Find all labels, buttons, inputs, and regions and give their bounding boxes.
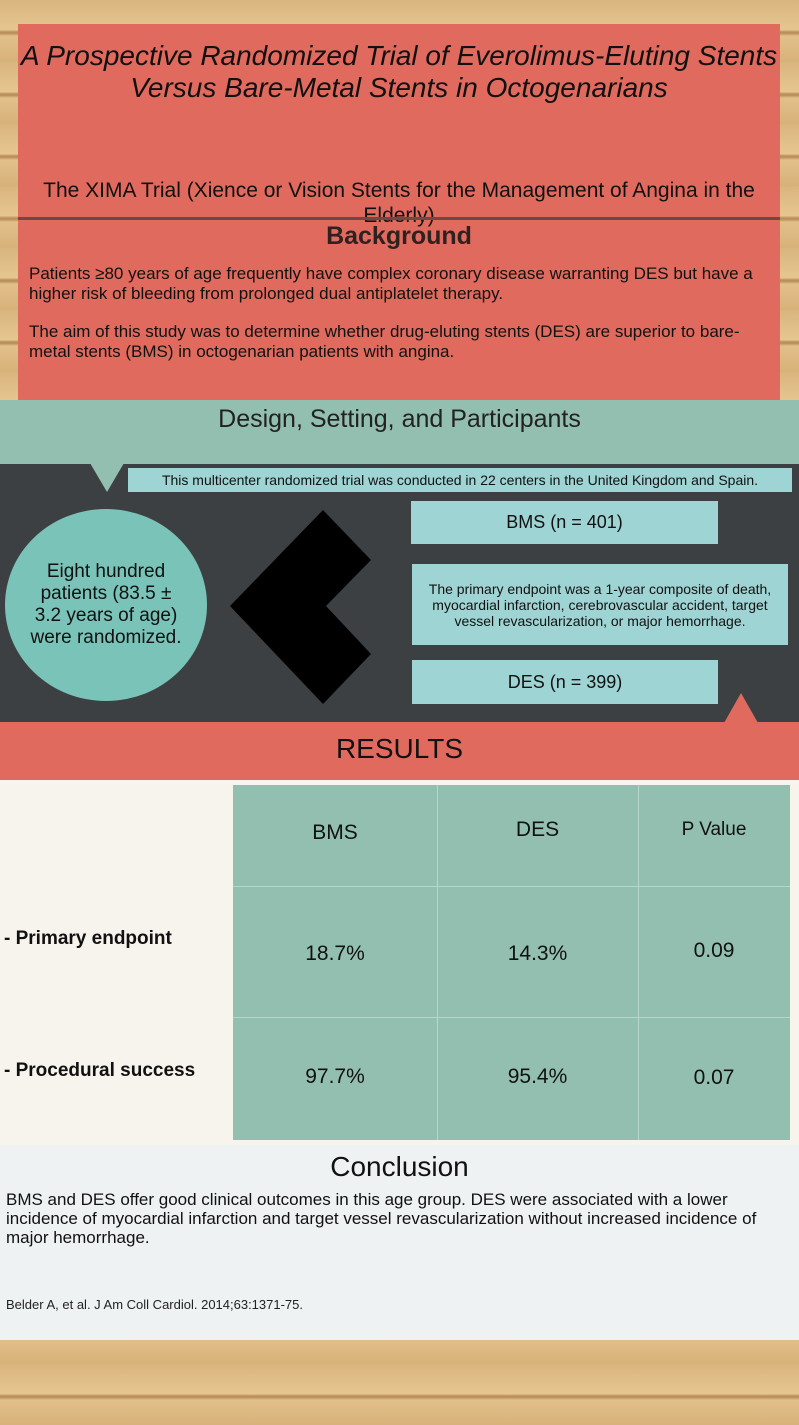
column-header-bms: BMS: [312, 821, 358, 844]
chevron-left-icon: [230, 510, 371, 704]
cell-primary-p: 0.09: [693, 939, 735, 962]
cell-procedural-p: 0.07: [693, 1066, 735, 1089]
cell-procedural-bms: 97.7%: [305, 1065, 365, 1088]
bms-group-box: BMS (n = 401): [411, 501, 718, 544]
patients-text: Eight hundred patients (83.5 ± 3.2 years…: [30, 561, 182, 648]
cell-primary-bms: 18.7%: [305, 942, 365, 965]
citation: Belder A, et al. J Am Coll Cardiol. 2014…: [6, 1297, 304, 1312]
results-heading: RESULTS: [335, 733, 464, 764]
design-band: [0, 400, 799, 464]
page-title: A Prospective Randomized Trial of Everol…: [20, 40, 778, 103]
aim-paragraph: The aim of this study was to determine w…: [29, 322, 740, 361]
design-heading: Design, Setting, and Participants: [218, 405, 581, 433]
centers-note: This multicenter randomized trial was co…: [128, 468, 792, 492]
subtitle: The XIMA Trial (Xience or Vision Stents …: [43, 179, 755, 227]
results-band: [0, 722, 799, 780]
cell-primary-des: 14.3%: [507, 942, 568, 965]
background-heading: Background: [326, 222, 472, 250]
column-header-des: DES: [515, 818, 560, 841]
des-group-box: DES (n = 399): [412, 660, 718, 704]
divider: [18, 217, 780, 220]
column-header-p-value: P Value: [681, 819, 747, 840]
conclusion-text: BMS and DES offer good clinical outcomes…: [6, 1190, 757, 1247]
row-label-primary-endpoint: - Primary endpoint: [4, 928, 172, 949]
row-label-procedural-success: - Procedural success: [4, 1060, 196, 1081]
cell-procedural-des: 95.4%: [507, 1065, 568, 1088]
pointer-up-icon: [724, 693, 758, 723]
conclusion-panel: [0, 1145, 799, 1340]
background-paragraph: Patients ≥80 years of age frequently hav…: [29, 264, 753, 303]
patients-circle: Eight hundred patients (83.5 ± 3.2 years…: [5, 509, 207, 701]
pointer-down-icon: [90, 463, 124, 492]
results-table: BMS DES P Value 18.7% 14.3% 0.09 97.7% 9…: [233, 785, 790, 1140]
conclusion-heading: Conclusion: [330, 1151, 469, 1182]
endpoint-box: The primary endpoint was a 1-year compos…: [412, 564, 788, 645]
title-panel: A Prospective Randomized Trial of Everol…: [18, 24, 780, 400]
